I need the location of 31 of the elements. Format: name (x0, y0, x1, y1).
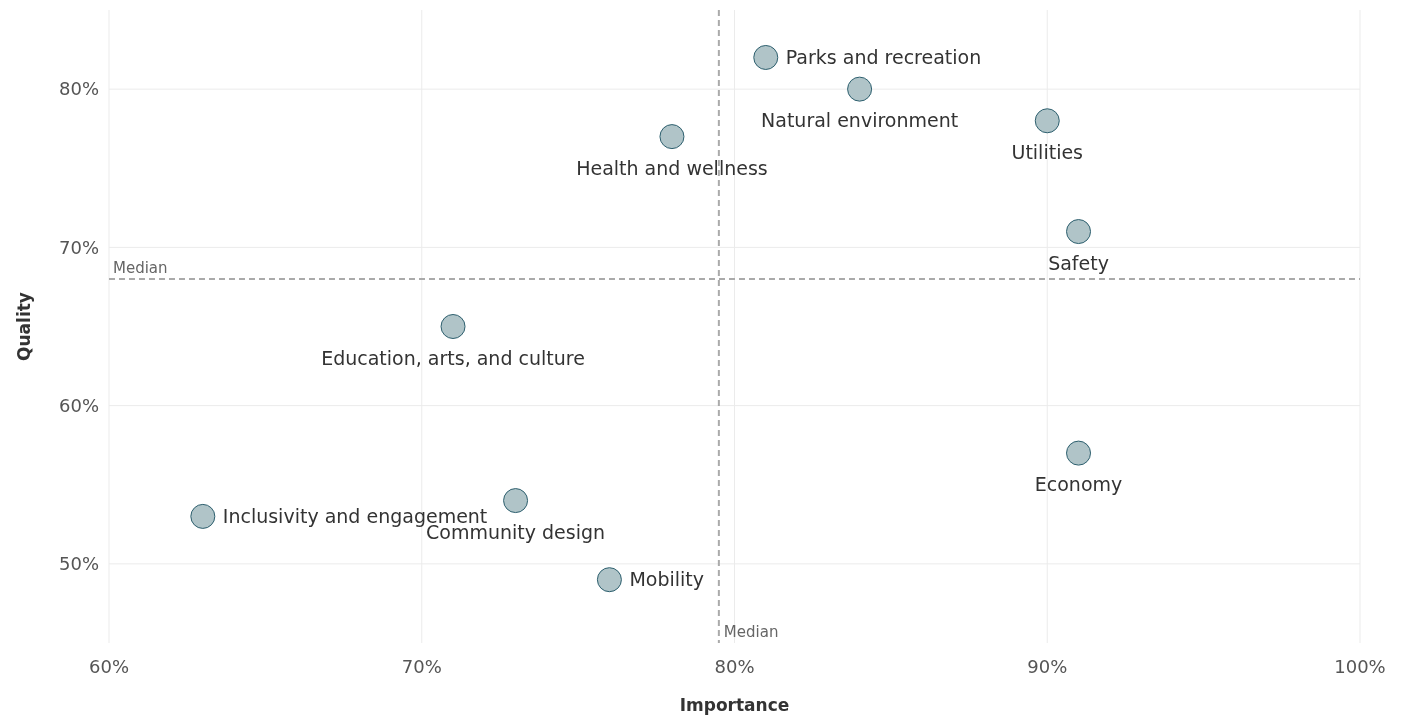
point (1066, 219, 1092, 245)
y-tick-label: 80% (58, 78, 99, 100)
point (659, 124, 685, 150)
annotation: Education, arts, and culture (321, 346, 585, 369)
annotation: Utilities (1011, 140, 1084, 163)
x-tick-label: 70% (401, 656, 442, 677)
x-tick-label: 90% (1027, 656, 1068, 677)
ref-line-label: Median (113, 259, 168, 278)
point (596, 567, 622, 593)
point (440, 314, 466, 339)
y-tick-label: 50% (58, 553, 99, 575)
x-axis-title: Importance (679, 695, 790, 715)
x-tick-label: 60% (88, 656, 130, 677)
annotation: Parks and recreation (785, 46, 982, 69)
point (847, 76, 873, 102)
annotation: Natural environment (761, 109, 959, 132)
point (1066, 440, 1092, 466)
annotation: Economy (1034, 473, 1123, 496)
point (753, 44, 779, 70)
ref-line-label: Median (723, 623, 779, 641)
x-tick-label: 100% (1334, 656, 1386, 677)
point (1034, 108, 1060, 134)
y-tick-label: 70% (58, 236, 99, 258)
y-axis-title: Quality (14, 292, 34, 361)
annotation: Mobility (629, 568, 705, 591)
point (503, 488, 529, 514)
annotation: Health and wellness (576, 156, 768, 179)
y-tick-label: 60% (58, 394, 99, 416)
point (190, 503, 216, 529)
annotation: Safety (1048, 251, 1109, 274)
x-tick-label: 80% (714, 656, 755, 677)
